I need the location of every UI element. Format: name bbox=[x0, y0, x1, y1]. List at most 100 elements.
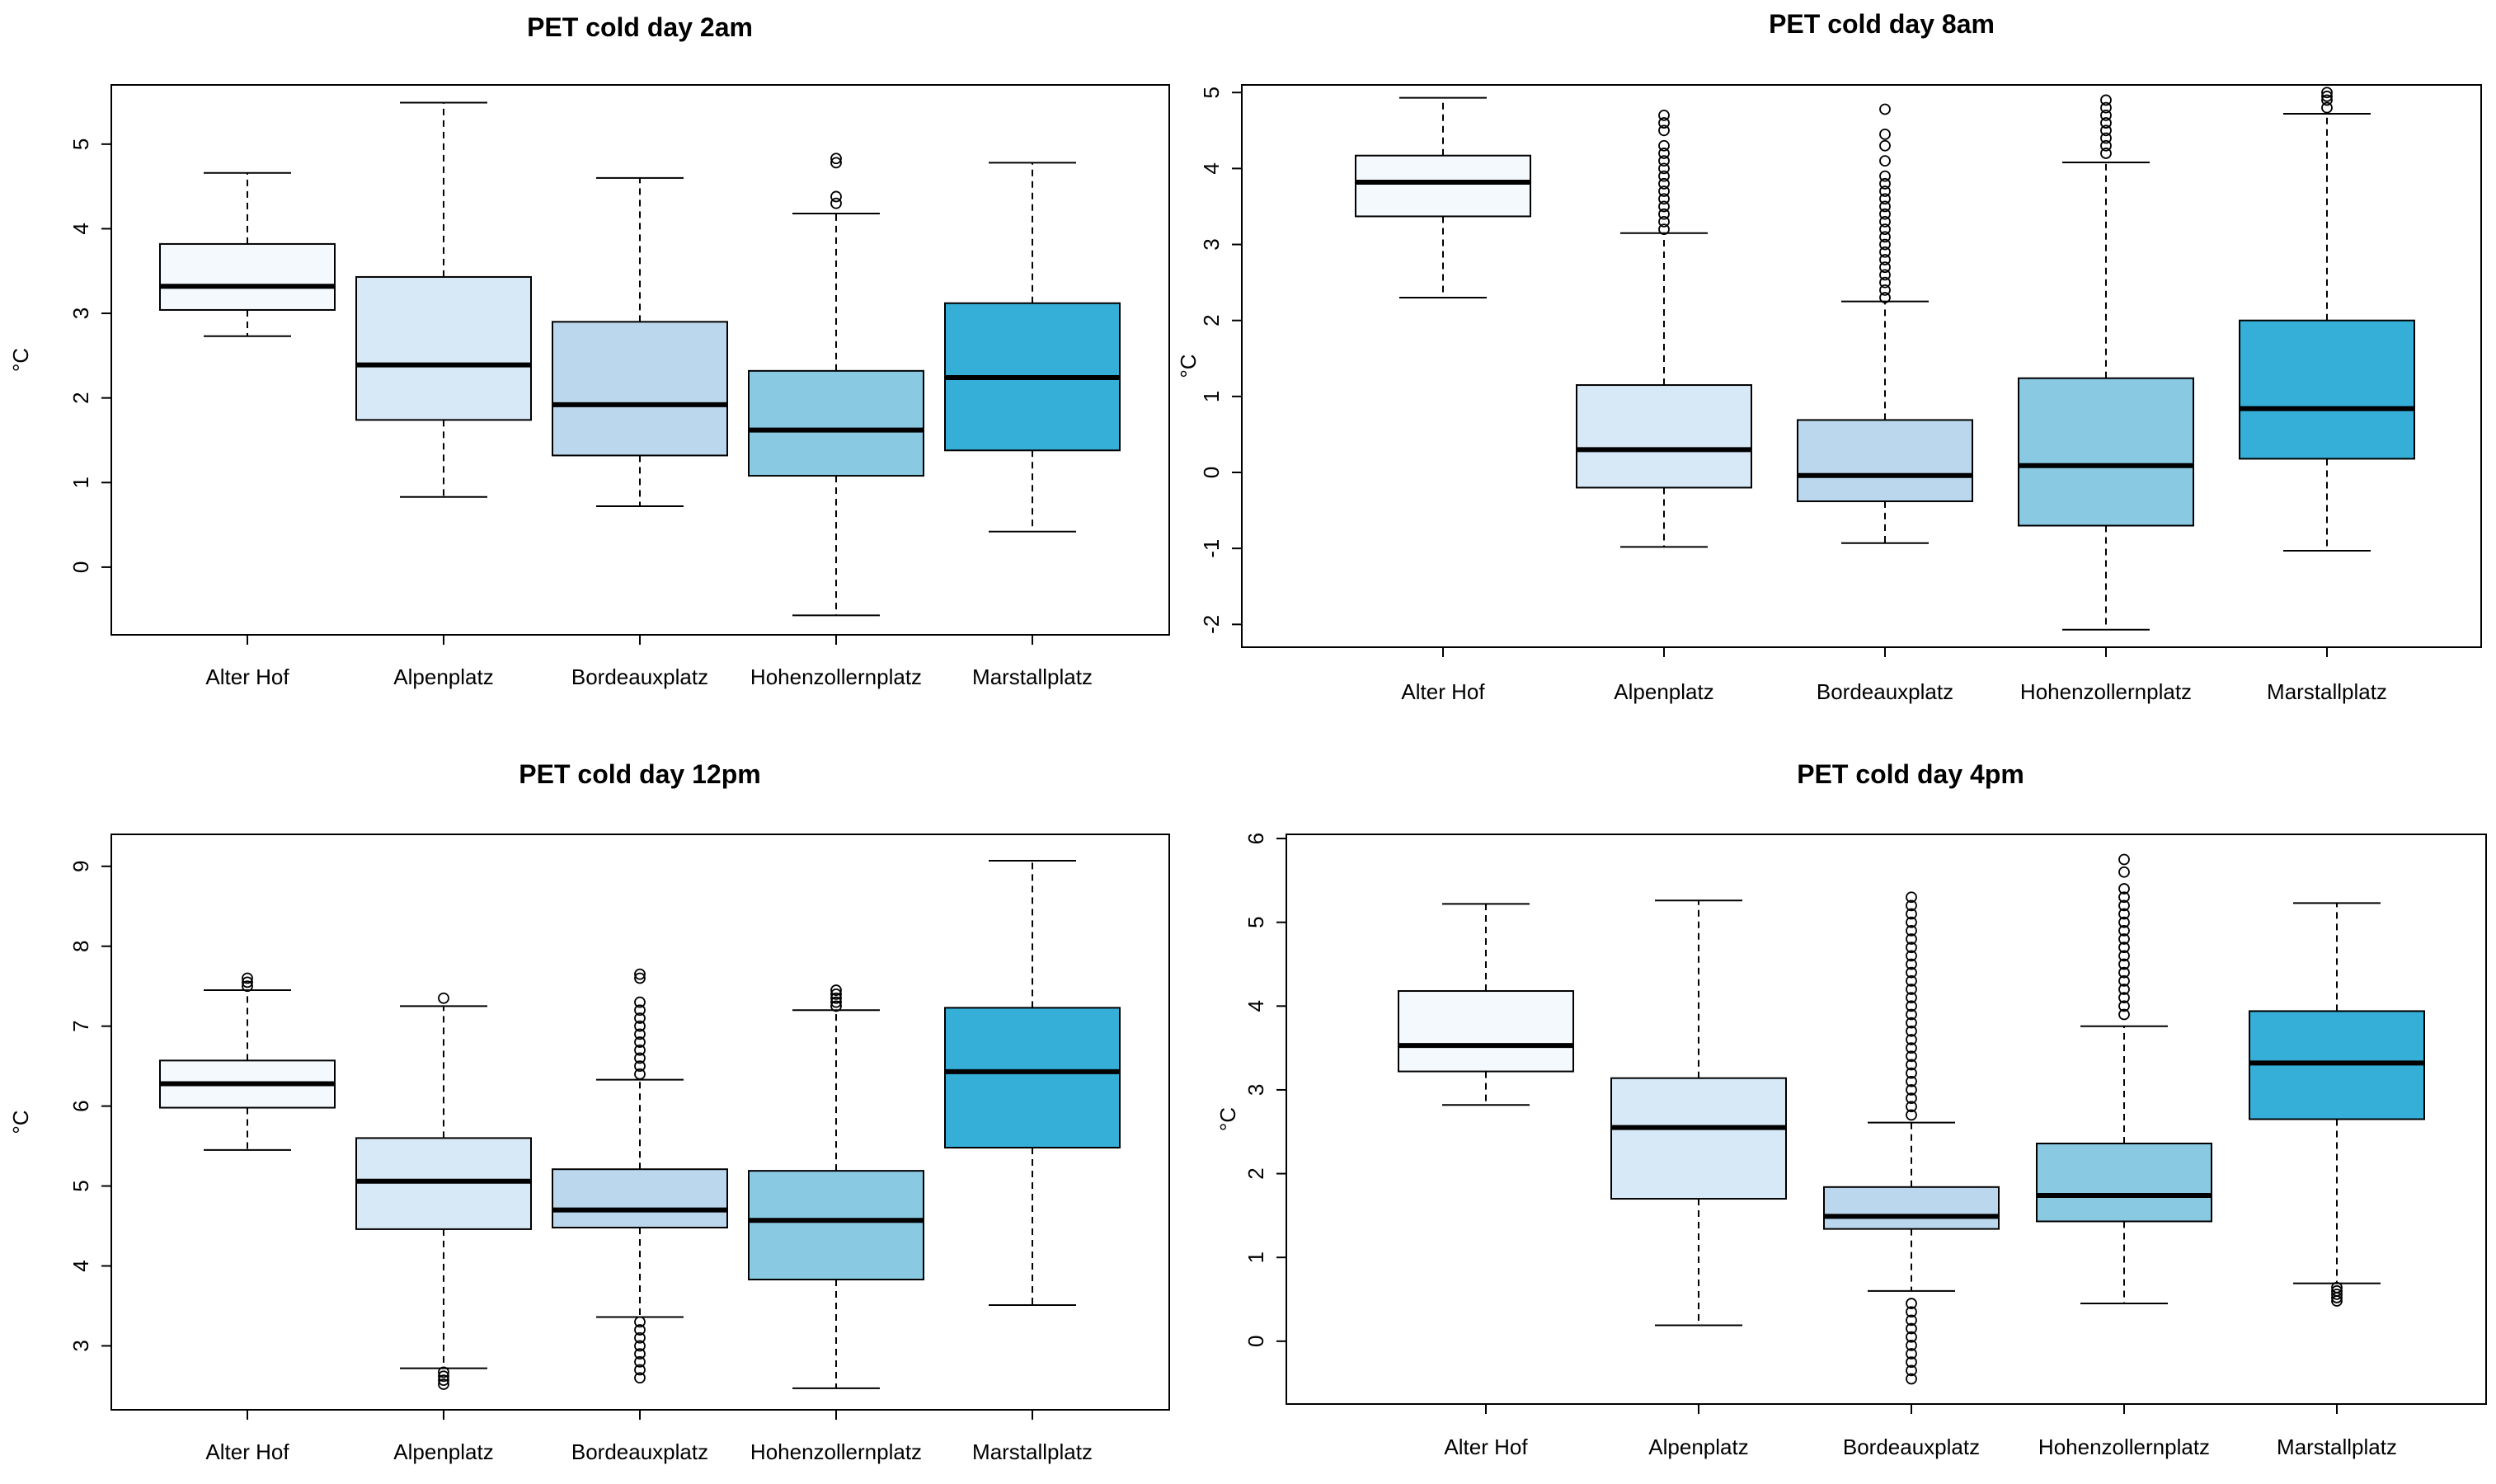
outlier-point bbox=[2331, 1288, 2343, 1300]
outlier-point bbox=[1879, 254, 1891, 265]
outlier-point bbox=[1879, 193, 1891, 205]
outlier-point bbox=[634, 1020, 646, 1032]
outlier-point bbox=[1879, 139, 1891, 152]
outlier-point bbox=[1906, 992, 1917, 1004]
outlier-point bbox=[1906, 1314, 1917, 1327]
outlier-point bbox=[2100, 148, 2112, 159]
outlier-point bbox=[1658, 139, 1670, 152]
outlier-point bbox=[830, 190, 842, 203]
boxplot-chart-4pm: PET cold day 4pm °C 0 1 2 3 4 5 6 Alter Hof Alpenp… bbox=[1215, 759, 2487, 1459]
box-alpenplatz: Alpenplatz bbox=[1576, 109, 1752, 704]
panel-4pm: PET cold day 4pm °C 0 1 2 3 4 5 6 Alter Hof Alpenp… bbox=[1204, 742, 2496, 1484]
outlier-point bbox=[1879, 103, 1891, 115]
box-hohenzollernplatz: Hohenzollernplatz bbox=[2018, 94, 2194, 704]
y-tick-label: 1 bbox=[1243, 1252, 1268, 1263]
x-tick-label-bordeauxplatz: Bordeauxplatz bbox=[571, 1439, 708, 1464]
y-tick-label: 0 bbox=[68, 561, 93, 573]
outlier-point bbox=[1879, 269, 1891, 281]
outlier-point bbox=[1879, 223, 1891, 236]
outlier-point bbox=[1879, 246, 1891, 258]
x-tick-label-alpenplatz: Alpenplatz bbox=[393, 1439, 493, 1464]
outlier-point bbox=[634, 1355, 646, 1368]
iqr-box bbox=[944, 1007, 1121, 1149]
y-tick-label: 0 bbox=[1199, 467, 1224, 478]
x-tick-label-hohenzollernplatz: Hohenzollernplatz bbox=[750, 665, 922, 689]
outlier-point bbox=[634, 1324, 646, 1336]
outlier-point bbox=[1658, 148, 1670, 159]
outlier-point bbox=[1906, 1050, 1917, 1063]
y-tick-label: 7 bbox=[68, 1020, 93, 1031]
y-tick-label: 3 bbox=[1199, 238, 1224, 250]
outlier-point bbox=[1658, 170, 1670, 182]
box-bordeauxplatz: Bordeauxplatz bbox=[1797, 103, 1973, 704]
outlier-point bbox=[1906, 1101, 1917, 1113]
outlier-point bbox=[1879, 129, 1891, 140]
outlier-point bbox=[1906, 966, 1917, 979]
outlier-point bbox=[438, 1378, 449, 1390]
outlier-point bbox=[2118, 924, 2130, 937]
outlier-point bbox=[2100, 139, 2112, 152]
outlier-point bbox=[2100, 132, 2112, 144]
outlier-point bbox=[1906, 1017, 1917, 1029]
iqr-box bbox=[1823, 1186, 2000, 1230]
y-tick-label: 3 bbox=[1243, 1084, 1268, 1096]
iqr-box bbox=[552, 321, 728, 457]
outlier-point bbox=[1906, 1034, 1917, 1045]
box-bordeauxplatz: Bordeauxplatz bbox=[552, 176, 728, 689]
outlier-point bbox=[438, 1366, 449, 1378]
box-hohenzollernplatz: Hohenzollernplatz bbox=[748, 984, 924, 1464]
outlier-point bbox=[2118, 916, 2130, 928]
outlier-point bbox=[634, 1348, 646, 1360]
chart-title: PET cold day 12pm bbox=[519, 759, 760, 789]
outlier-point bbox=[2100, 94, 2112, 106]
y-tick-label: 4 bbox=[1243, 1000, 1268, 1012]
iqr-box bbox=[1610, 1077, 1787, 1200]
box-alter-hof: Alter Hof bbox=[159, 171, 336, 689]
outlier-point bbox=[2118, 891, 2130, 904]
y-tick-label: 2 bbox=[68, 392, 93, 403]
y-axis-label: °C bbox=[8, 348, 33, 372]
outlier-point bbox=[2331, 1284, 2343, 1297]
x-tick-label-marstallplatz: Marstallplatz bbox=[2267, 679, 2387, 704]
y-tick-label: 5 bbox=[1199, 87, 1224, 98]
outlier-point bbox=[1906, 984, 1917, 995]
outlier-point bbox=[2100, 117, 2112, 129]
plot-frame bbox=[1241, 84, 2482, 648]
outlier-point bbox=[242, 976, 253, 989]
outlier-point bbox=[2118, 992, 2130, 1004]
panel-8am: PET cold day 8am °C -2 -1 0 1 2 3 4 5 Alter Hof Alp… bbox=[1171, 0, 2496, 746]
outlier-point bbox=[1906, 942, 1917, 954]
outlier-point bbox=[1906, 1008, 1917, 1021]
outlier-point bbox=[1906, 1067, 1917, 1079]
chart-title: PET cold day 2am bbox=[527, 12, 753, 42]
outlier-point bbox=[1906, 1306, 1917, 1318]
y-tick-label: 2 bbox=[1243, 1167, 1268, 1179]
x-tick-label-hohenzollernplatz: Hohenzollernplatz bbox=[2020, 679, 2192, 704]
outlier-point bbox=[830, 157, 842, 169]
chart-title: PET cold day 8am bbox=[1769, 9, 1995, 39]
y-tick-label: 6 bbox=[1243, 833, 1268, 844]
outlier-point bbox=[2321, 94, 2333, 106]
box-alter-hof: Alter Hof bbox=[1398, 903, 1574, 1459]
outlier-point bbox=[2118, 866, 2130, 878]
iqr-box bbox=[1355, 154, 1531, 218]
y-tick-label: 4 bbox=[1199, 162, 1224, 174]
x-tick-label-alter-hof: Alter Hof bbox=[1444, 1435, 1528, 1459]
outlier-point bbox=[2321, 87, 2333, 99]
y-tick-label: 8 bbox=[68, 940, 93, 951]
outlier-point bbox=[1879, 170, 1891, 182]
outlier-point bbox=[1906, 916, 1917, 928]
iqr-box bbox=[1576, 384, 1752, 489]
y-tick-label: 5 bbox=[1243, 916, 1268, 928]
outlier-point bbox=[242, 972, 253, 984]
chart-title: PET cold day 4pm bbox=[1797, 759, 2024, 789]
outlier-point bbox=[634, 1004, 646, 1017]
y-axis-label: °C bbox=[1176, 354, 1201, 378]
outlier-point bbox=[1658, 200, 1670, 213]
outlier-point bbox=[1906, 1084, 1917, 1096]
x-tick-label-bordeauxplatz: Bordeauxplatz bbox=[571, 665, 708, 689]
boxplot-chart-8am: PET cold day 8am °C -2 -1 0 1 2 3 4 5 Alter Hof Alp… bbox=[1176, 9, 2482, 704]
outlier-point bbox=[2118, 966, 2130, 979]
outlier-point bbox=[1658, 193, 1670, 205]
outlier-point bbox=[1906, 1109, 1917, 1121]
